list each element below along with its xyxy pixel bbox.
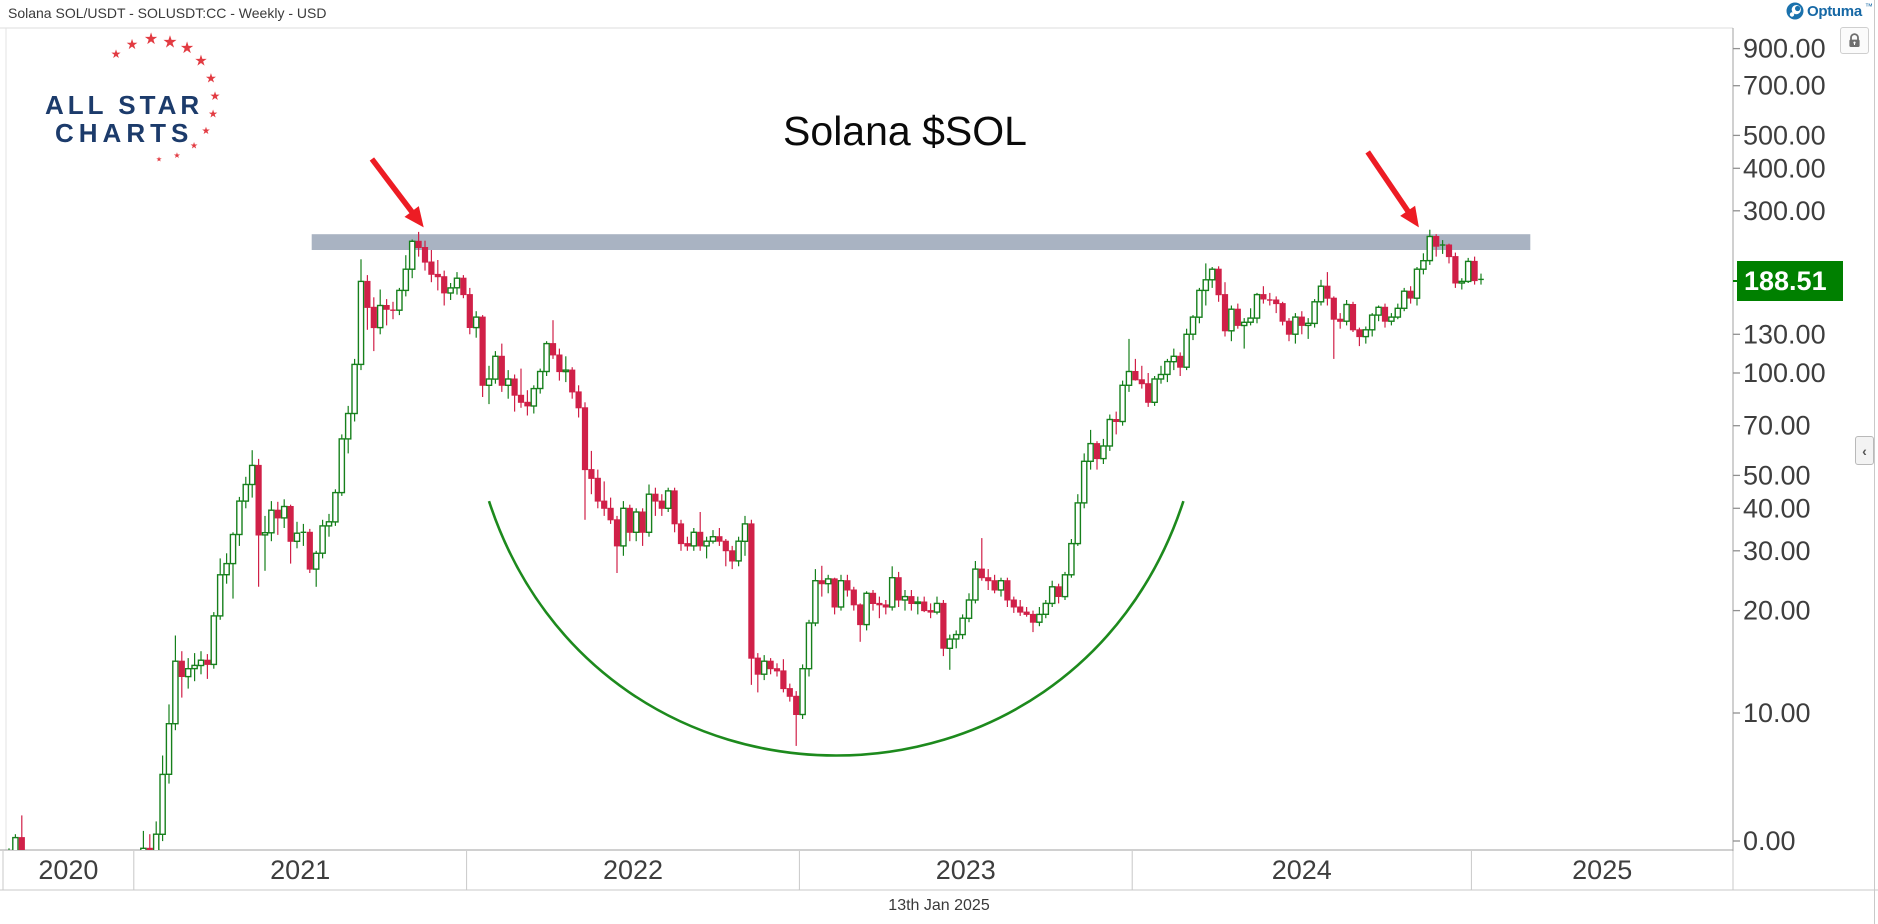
last-price-badge: 188.51: [1737, 261, 1843, 301]
allstarcharts-logo-line1: ALL STAR: [45, 90, 204, 120]
arrow-annotation[interactable]: [369, 157, 424, 228]
y-axis-label: 70.00: [1743, 411, 1811, 441]
star-icon: ★: [209, 89, 221, 103]
star-icon: ★: [189, 140, 199, 151]
y-axis-label: 50.00: [1743, 460, 1811, 490]
y-axis-label: 20.00: [1743, 596, 1811, 626]
x-axis[interactable]: 2020 2021 2022 2023 2024 2025: [2, 851, 1734, 890]
y-axis-label: 300.00: [1743, 196, 1826, 226]
star-icon: ★: [143, 31, 159, 48]
star-icon: ★: [110, 47, 122, 61]
x-axis-year-label: 2020: [38, 855, 98, 885]
star-icon: ★: [194, 52, 208, 70]
y-axis-label: 30.00: [1743, 536, 1811, 566]
cup-arc-annotation[interactable]: [487, 500, 1185, 757]
optuma-logo-icon: [1786, 2, 1804, 20]
star-icon: ★: [179, 40, 195, 57]
y-axis-label: 700.00: [1743, 71, 1826, 101]
allstarcharts-logo: ALL STAR CHARTS ★ ★ ★ ★ ★ ★ ★ ★ ★ ★ ★ ★ ★: [15, 32, 245, 173]
panel-collapse-button[interactable]: ‹: [1855, 436, 1874, 465]
lock-icon: [1849, 33, 1860, 47]
chart-titlebar-text: Solana SOL/USDT - SOLUSDT:CC - Weekly - …: [8, 5, 327, 21]
y-axis-label: 500.00: [1743, 120, 1826, 150]
allstarcharts-logo-line2: CHARTS: [55, 118, 194, 148]
x-axis-year-label: 2021: [270, 855, 330, 885]
y-axis-label: 10.00: [1743, 698, 1811, 728]
y-axis-label: 130.00: [1743, 319, 1826, 349]
candlestick-layer: [8, 229, 1484, 850]
y-axis-label: 0.00: [1743, 826, 1796, 856]
optuma-trademark: ™: [1864, 1, 1873, 11]
star-icon: ★: [201, 126, 211, 137]
y-axis-label: 900.00: [1743, 34, 1826, 64]
arrow-annotation[interactable]: [1365, 150, 1419, 228]
star-icon: ★: [173, 151, 181, 160]
chart-heading: Solana $SOL: [783, 108, 1027, 154]
star-icon: ★: [208, 108, 218, 121]
footer-date: 13th Jan 2025: [888, 897, 990, 914]
optuma-logo: Optuma ™: [1786, 2, 1873, 20]
y-axis-label: 40.00: [1743, 493, 1811, 523]
x-axis-year-label: 2023: [936, 855, 996, 885]
star-icon: ★: [162, 32, 178, 52]
resistance-band[interactable]: [311, 234, 1531, 250]
y-axis-label: 100.00: [1743, 358, 1826, 388]
star-icon: ★: [155, 156, 163, 164]
x-axis-year-label: 2024: [1272, 855, 1332, 885]
y-axis-label: 400.00: [1743, 153, 1826, 183]
star-icon: ★: [125, 36, 139, 52]
star-icon: ★: [205, 70, 217, 86]
lock-button[interactable]: [1840, 27, 1869, 54]
x-axis-year-label: 2022: [603, 855, 663, 885]
optuma-logo-text: Optuma: [1807, 2, 1862, 20]
x-axis-year-label: 2025: [1572, 855, 1632, 885]
chevron-left-icon: ‹: [1862, 442, 1867, 459]
